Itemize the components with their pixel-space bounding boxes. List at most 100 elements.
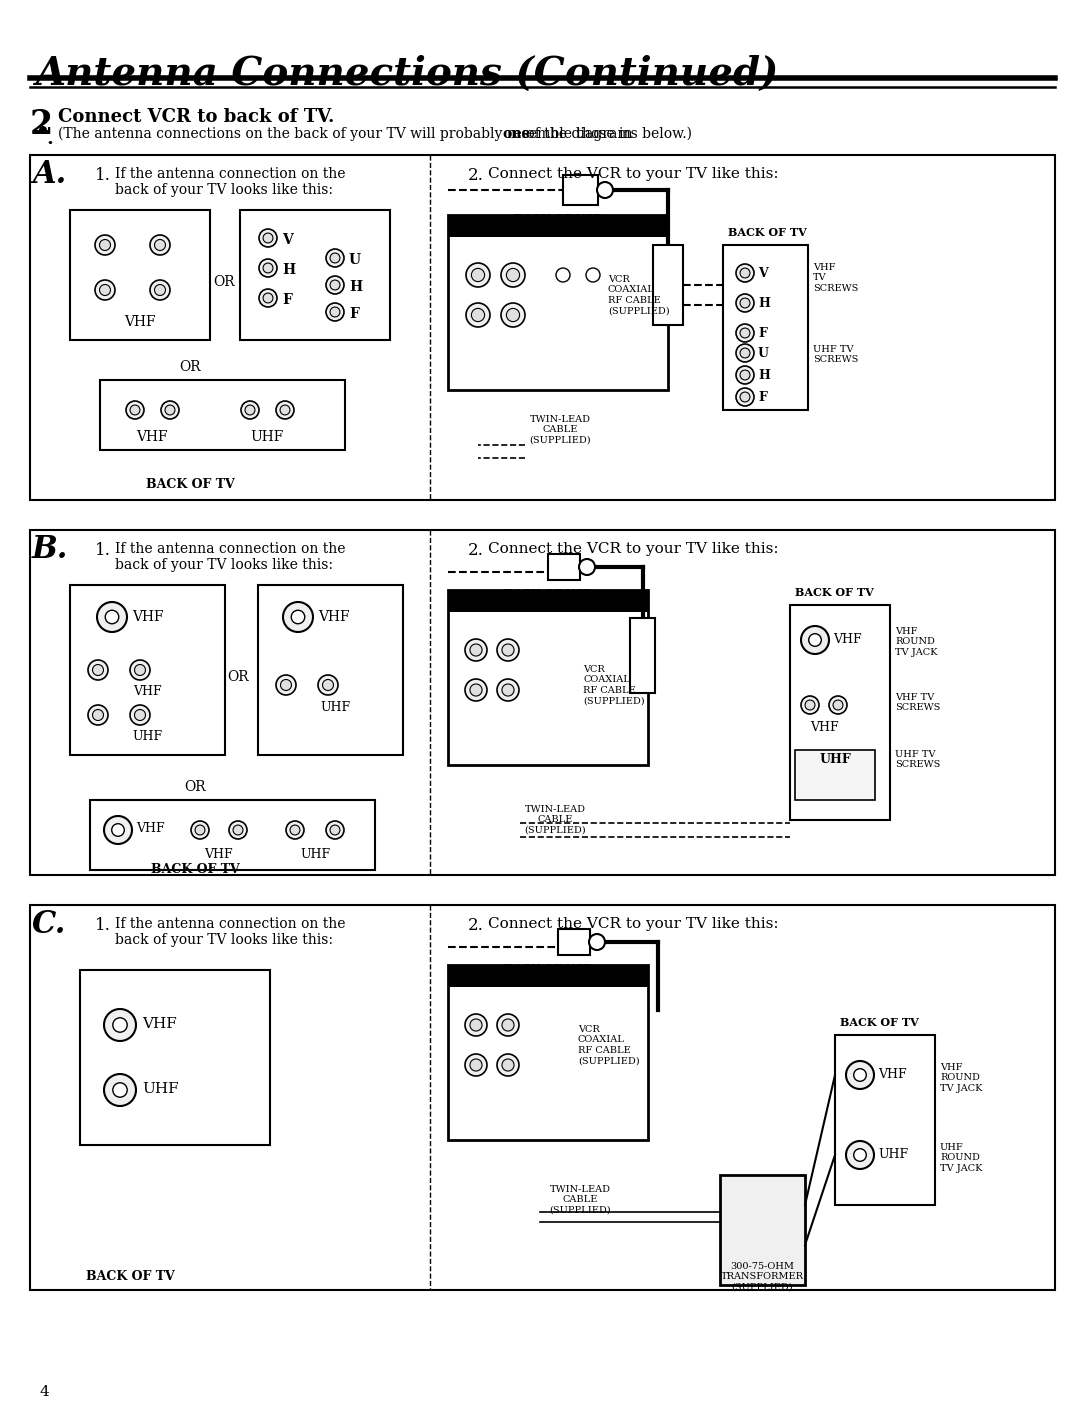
Bar bbox=[258, 585, 403, 755]
Circle shape bbox=[126, 401, 144, 419]
Circle shape bbox=[241, 401, 259, 419]
Circle shape bbox=[259, 289, 276, 307]
Circle shape bbox=[829, 696, 847, 714]
Text: UHF: UHF bbox=[819, 753, 851, 766]
Text: UHF: UHF bbox=[141, 1082, 178, 1096]
Bar bbox=[30, 154, 1055, 499]
Circle shape bbox=[330, 253, 340, 262]
Circle shape bbox=[283, 602, 313, 631]
Circle shape bbox=[154, 285, 165, 296]
Text: 1.: 1. bbox=[95, 918, 111, 934]
Circle shape bbox=[501, 303, 525, 327]
Text: UHF: UHF bbox=[132, 730, 162, 744]
Text: UHF: UHF bbox=[300, 847, 330, 861]
Text: U: U bbox=[349, 253, 361, 267]
Text: BACK OF TV: BACK OF TV bbox=[150, 863, 240, 875]
Text: UHF
ROUND
TV JACK: UHF ROUND TV JACK bbox=[940, 1143, 983, 1173]
Text: UHF TV
SCREWS: UHF TV SCREWS bbox=[895, 751, 941, 769]
Circle shape bbox=[286, 821, 303, 839]
Text: VHF: VHF bbox=[204, 847, 232, 861]
Circle shape bbox=[104, 817, 132, 845]
Circle shape bbox=[150, 234, 170, 255]
Circle shape bbox=[465, 638, 487, 661]
Circle shape bbox=[846, 1061, 874, 1089]
Circle shape bbox=[229, 821, 247, 839]
Text: F: F bbox=[282, 293, 292, 307]
Bar bbox=[240, 210, 390, 340]
Bar bbox=[548, 554, 580, 579]
Text: VHF: VHF bbox=[141, 1017, 177, 1031]
Circle shape bbox=[99, 240, 110, 251]
Bar bbox=[30, 530, 1055, 875]
Text: TWIN-LEAD
CABLE
(SUPPLIED): TWIN-LEAD CABLE (SUPPLIED) bbox=[550, 1186, 611, 1215]
Circle shape bbox=[507, 268, 519, 282]
Circle shape bbox=[165, 405, 175, 415]
Text: VHF: VHF bbox=[124, 316, 156, 328]
Text: Connect the VCR to your TV like this:: Connect the VCR to your TV like this: bbox=[488, 167, 779, 181]
Text: BACK OF TV: BACK OF TV bbox=[85, 1270, 174, 1282]
Circle shape bbox=[105, 610, 119, 624]
Text: .: . bbox=[46, 130, 53, 147]
Circle shape bbox=[104, 1075, 136, 1106]
Text: Connect the VCR to your TV like this:: Connect the VCR to your TV like this: bbox=[488, 542, 779, 556]
Circle shape bbox=[586, 268, 600, 282]
Circle shape bbox=[497, 638, 519, 661]
Text: back of your TV looks like this:: back of your TV looks like this: bbox=[114, 558, 333, 572]
Text: V: V bbox=[282, 233, 293, 247]
Text: VHF: VHF bbox=[133, 685, 161, 699]
Circle shape bbox=[130, 659, 150, 680]
Text: If the antenna connection on the: If the antenna connection on the bbox=[114, 167, 346, 181]
Bar bbox=[90, 800, 375, 870]
Circle shape bbox=[735, 324, 754, 342]
Text: BACK OF VCR: BACK OF VCR bbox=[514, 213, 603, 224]
Circle shape bbox=[853, 1149, 866, 1162]
Text: VCR
COAXIAL
RF CABLE
(SUPPLIED): VCR COAXIAL RF CABLE (SUPPLIED) bbox=[578, 1026, 639, 1065]
Circle shape bbox=[740, 391, 750, 401]
Circle shape bbox=[735, 344, 754, 362]
Circle shape bbox=[465, 262, 490, 288]
Circle shape bbox=[740, 370, 750, 380]
Bar bbox=[70, 210, 210, 340]
Circle shape bbox=[465, 1014, 487, 1035]
Text: OR: OR bbox=[179, 361, 201, 375]
Circle shape bbox=[497, 679, 519, 702]
Circle shape bbox=[154, 240, 165, 251]
Text: VHF
TV
SCREWS: VHF TV SCREWS bbox=[813, 262, 859, 293]
Text: of the diagrams below.): of the diagrams below.) bbox=[522, 128, 691, 142]
Bar bbox=[448, 215, 669, 237]
Circle shape bbox=[497, 1054, 519, 1076]
Bar bbox=[653, 246, 683, 325]
Text: H: H bbox=[758, 369, 770, 382]
Circle shape bbox=[470, 644, 482, 657]
Text: UHF: UHF bbox=[251, 429, 284, 443]
Bar bbox=[100, 380, 345, 450]
Text: BACK OF VCR: BACK OF VCR bbox=[503, 962, 592, 974]
Text: Antenna Connections (Continued): Antenna Connections (Continued) bbox=[35, 55, 779, 93]
Circle shape bbox=[280, 405, 289, 415]
Circle shape bbox=[589, 934, 605, 950]
Text: H: H bbox=[758, 297, 770, 310]
Circle shape bbox=[291, 825, 300, 835]
Text: back of your TV looks like this:: back of your TV looks like this: bbox=[114, 933, 333, 947]
Circle shape bbox=[846, 1141, 874, 1169]
Text: UHF: UHF bbox=[320, 702, 350, 714]
Text: UHF TV
SCREWS: UHF TV SCREWS bbox=[813, 345, 859, 365]
Text: 4: 4 bbox=[40, 1385, 50, 1399]
Circle shape bbox=[465, 303, 490, 327]
Text: 2.: 2. bbox=[468, 167, 484, 184]
Text: B.: B. bbox=[32, 535, 68, 565]
Bar bbox=[563, 175, 598, 205]
Circle shape bbox=[471, 309, 485, 321]
Circle shape bbox=[97, 602, 127, 631]
Text: H: H bbox=[349, 281, 362, 295]
Circle shape bbox=[326, 276, 345, 295]
Circle shape bbox=[465, 1054, 487, 1076]
Text: VHF: VHF bbox=[136, 429, 167, 443]
Text: 1.: 1. bbox=[95, 542, 111, 558]
Circle shape bbox=[276, 675, 296, 694]
Text: F: F bbox=[758, 327, 767, 340]
Circle shape bbox=[318, 675, 338, 694]
Circle shape bbox=[735, 389, 754, 405]
Bar bbox=[723, 246, 808, 410]
Circle shape bbox=[809, 634, 821, 647]
